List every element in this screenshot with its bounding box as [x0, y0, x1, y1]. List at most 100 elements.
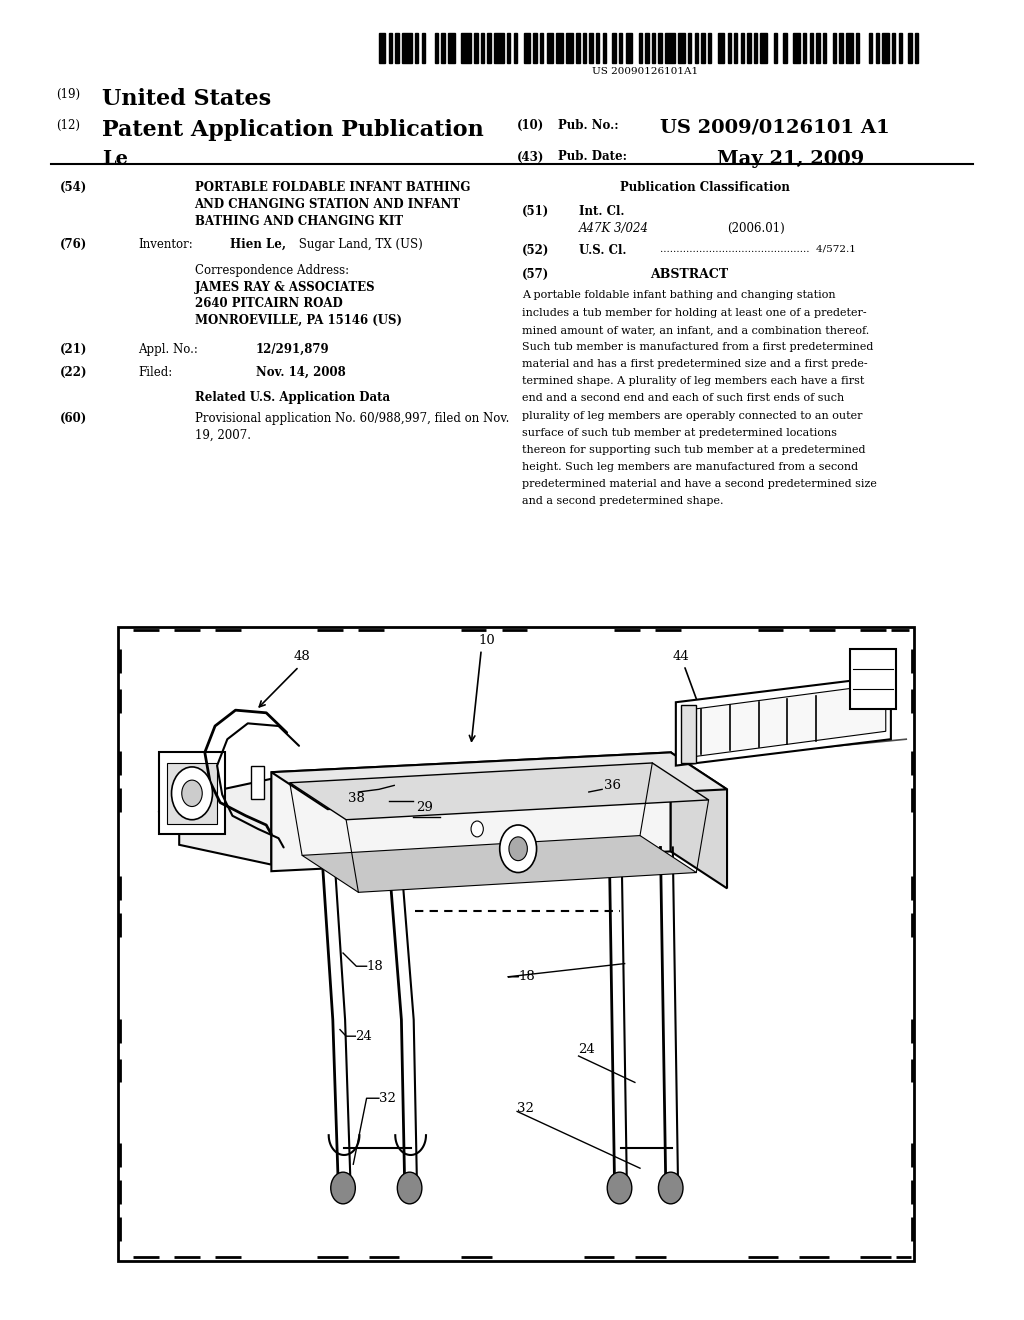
Bar — [401, 33, 412, 63]
Text: material and has a first predetermined size and a first prede-: material and has a first predetermined s… — [522, 359, 868, 370]
Text: Appl. No.:: Appl. No.: — [138, 343, 198, 356]
Text: termined shape. A plurality of leg members each have a first: termined shape. A plurality of leg membe… — [522, 376, 864, 387]
Bar — [494, 33, 504, 63]
Bar — [658, 33, 662, 63]
Text: (21): (21) — [59, 343, 87, 356]
Circle shape — [182, 780, 203, 807]
Text: (57): (57) — [522, 268, 550, 281]
Text: U.S. Cl.: U.S. Cl. — [579, 244, 626, 257]
Bar — [618, 33, 623, 63]
Bar — [708, 33, 711, 63]
Text: US 2009/0126101 A1: US 2009/0126101 A1 — [660, 119, 890, 137]
Bar — [577, 33, 580, 63]
Bar — [534, 33, 537, 63]
Bar — [514, 33, 517, 63]
Text: Filed:: Filed: — [138, 366, 172, 379]
Polygon shape — [271, 752, 671, 871]
Text: JAMES RAY & ASSOCIATES: JAMES RAY & ASSOCIATES — [195, 281, 375, 294]
Text: (10): (10) — [517, 119, 545, 132]
Polygon shape — [676, 676, 891, 766]
Text: (12): (12) — [56, 119, 80, 132]
Bar — [422, 33, 425, 63]
Text: ..............................................  4/572.1: ........................................… — [660, 244, 856, 253]
Bar — [118, 627, 914, 1261]
Text: Sugar Land, TX (US): Sugar Land, TX (US) — [295, 238, 423, 251]
Text: PORTABLE FOLDABLE INFANT BATHING: PORTABLE FOLDABLE INFANT BATHING — [195, 181, 470, 194]
Bar — [639, 33, 642, 63]
Bar — [583, 33, 586, 63]
Bar — [892, 33, 895, 63]
Text: 10: 10 — [478, 634, 495, 647]
Text: thereon for supporting such tub member at a predetermined: thereon for supporting such tub member a… — [522, 445, 865, 455]
Bar — [547, 33, 553, 63]
Bar — [395, 33, 398, 63]
Text: height. Such leg members are manufactured from a second: height. Such leg members are manufacture… — [522, 462, 858, 473]
Bar — [447, 33, 455, 63]
Bar — [167, 763, 217, 824]
Text: predetermined material and have a second predetermined size: predetermined material and have a second… — [522, 479, 878, 490]
Bar — [481, 33, 484, 63]
Text: (43): (43) — [517, 150, 545, 164]
Text: 19, 2007.: 19, 2007. — [195, 429, 251, 442]
Bar — [833, 33, 836, 63]
Bar — [441, 33, 444, 63]
Bar — [556, 33, 563, 63]
Bar — [794, 33, 800, 63]
Text: Pub. No.:: Pub. No.: — [558, 119, 618, 132]
Bar — [688, 33, 691, 63]
Bar — [823, 33, 826, 63]
Text: 44: 44 — [673, 649, 689, 663]
Bar — [908, 33, 911, 63]
Bar — [159, 752, 225, 834]
Text: Le: Le — [102, 150, 128, 169]
Text: BATHING AND CHANGING KIT: BATHING AND CHANGING KIT — [195, 215, 402, 228]
Text: May 21, 2009: May 21, 2009 — [717, 150, 864, 169]
Bar — [389, 33, 392, 63]
Bar — [754, 33, 757, 63]
Text: Provisional application No. 60/988,997, filed on Nov.: Provisional application No. 60/988,997, … — [195, 412, 509, 425]
Bar — [694, 33, 698, 63]
Text: plurality of leg members are operably connected to an outer: plurality of leg members are operably co… — [522, 411, 863, 421]
Text: United States: United States — [102, 88, 271, 111]
Bar — [718, 33, 724, 63]
Text: 48: 48 — [294, 649, 310, 663]
Bar — [701, 33, 705, 63]
Bar — [803, 33, 807, 63]
Circle shape — [509, 837, 527, 861]
Bar — [783, 33, 786, 63]
Polygon shape — [290, 763, 709, 820]
Text: (22): (22) — [59, 366, 87, 379]
Circle shape — [607, 1172, 632, 1204]
Bar — [507, 33, 510, 63]
Bar — [566, 33, 573, 63]
Text: (51): (51) — [522, 205, 550, 218]
Text: includes a tub member for holding at least one of a predeter-: includes a tub member for holding at lea… — [522, 308, 867, 318]
Bar — [523, 33, 530, 63]
Text: (2006.01): (2006.01) — [727, 222, 784, 235]
Bar — [118, 627, 914, 1261]
Bar — [415, 33, 419, 63]
Circle shape — [172, 767, 213, 820]
Bar — [740, 33, 744, 63]
Text: (52): (52) — [522, 244, 550, 257]
Text: AND CHANGING STATION AND INFANT: AND CHANGING STATION AND INFANT — [195, 198, 461, 211]
Text: 38: 38 — [348, 792, 365, 805]
Polygon shape — [179, 779, 271, 865]
Bar — [652, 33, 655, 63]
Bar — [748, 33, 751, 63]
Bar — [612, 33, 615, 63]
Bar — [435, 33, 438, 63]
Text: 32: 32 — [379, 1092, 395, 1105]
Text: A47K 3/024: A47K 3/024 — [579, 222, 648, 235]
Circle shape — [658, 1172, 683, 1204]
Bar — [602, 33, 606, 63]
Text: Patent Application Publication: Patent Application Publication — [102, 119, 484, 141]
Polygon shape — [302, 836, 696, 892]
Text: Publication Classification: Publication Classification — [620, 181, 790, 194]
Text: Pub. Date:: Pub. Date: — [558, 150, 627, 164]
Bar — [882, 33, 889, 63]
Text: (76): (76) — [59, 238, 87, 251]
Text: Nov. 14, 2008: Nov. 14, 2008 — [256, 366, 346, 379]
Bar — [810, 33, 813, 63]
Text: mined amount of water, an infant, and a combination thereof.: mined amount of water, an infant, and a … — [522, 325, 869, 335]
